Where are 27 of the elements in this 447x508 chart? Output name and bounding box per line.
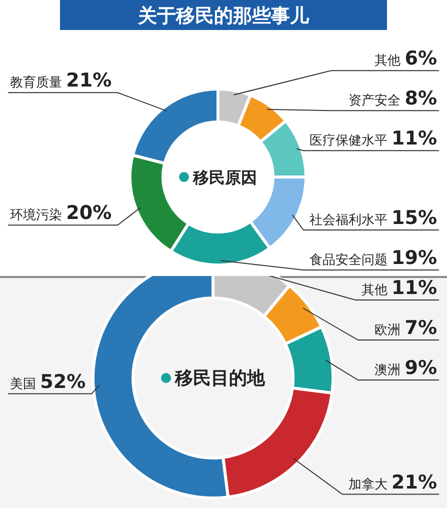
slice-label: 其他 bbox=[361, 283, 392, 298]
data-label: 11% bbox=[392, 277, 437, 299]
data-label: 7% bbox=[404, 317, 437, 339]
slice-label: 加拿大 bbox=[348, 477, 392, 492]
slice-label: 澳洲 bbox=[374, 363, 405, 378]
slice-label: 美国 bbox=[10, 376, 40, 392]
data-label: 19% bbox=[392, 247, 437, 269]
slice-label: 其他 bbox=[374, 54, 405, 69]
data-label: 9% bbox=[404, 357, 437, 379]
data-label: 6% bbox=[404, 48, 437, 70]
chart-title: 关于移民的那些事儿 bbox=[137, 5, 310, 27]
slice-label: 欧洲 bbox=[374, 323, 405, 338]
text: 移民目的地 bbox=[174, 368, 266, 389]
slice-label: 环境污染 bbox=[10, 207, 66, 224]
slice-label: 教育质量 bbox=[10, 74, 66, 91]
data-label: 11% bbox=[392, 128, 437, 150]
data-label: 21% bbox=[392, 471, 437, 494]
data-label: 52% bbox=[40, 370, 86, 393]
text: 移民原因 bbox=[192, 168, 257, 187]
data-label: 15% bbox=[392, 207, 437, 229]
slice-label: 医疗保健水平 bbox=[309, 134, 392, 149]
data-label: 21% bbox=[66, 70, 112, 92]
data-label: 20% bbox=[66, 202, 112, 224]
slice-label: 资产安全 bbox=[348, 92, 405, 109]
data-label: 8% bbox=[404, 88, 437, 110]
slice-label: 社会福利水平 bbox=[309, 213, 392, 228]
slice-label: 食品安全问题 bbox=[309, 252, 392, 268]
